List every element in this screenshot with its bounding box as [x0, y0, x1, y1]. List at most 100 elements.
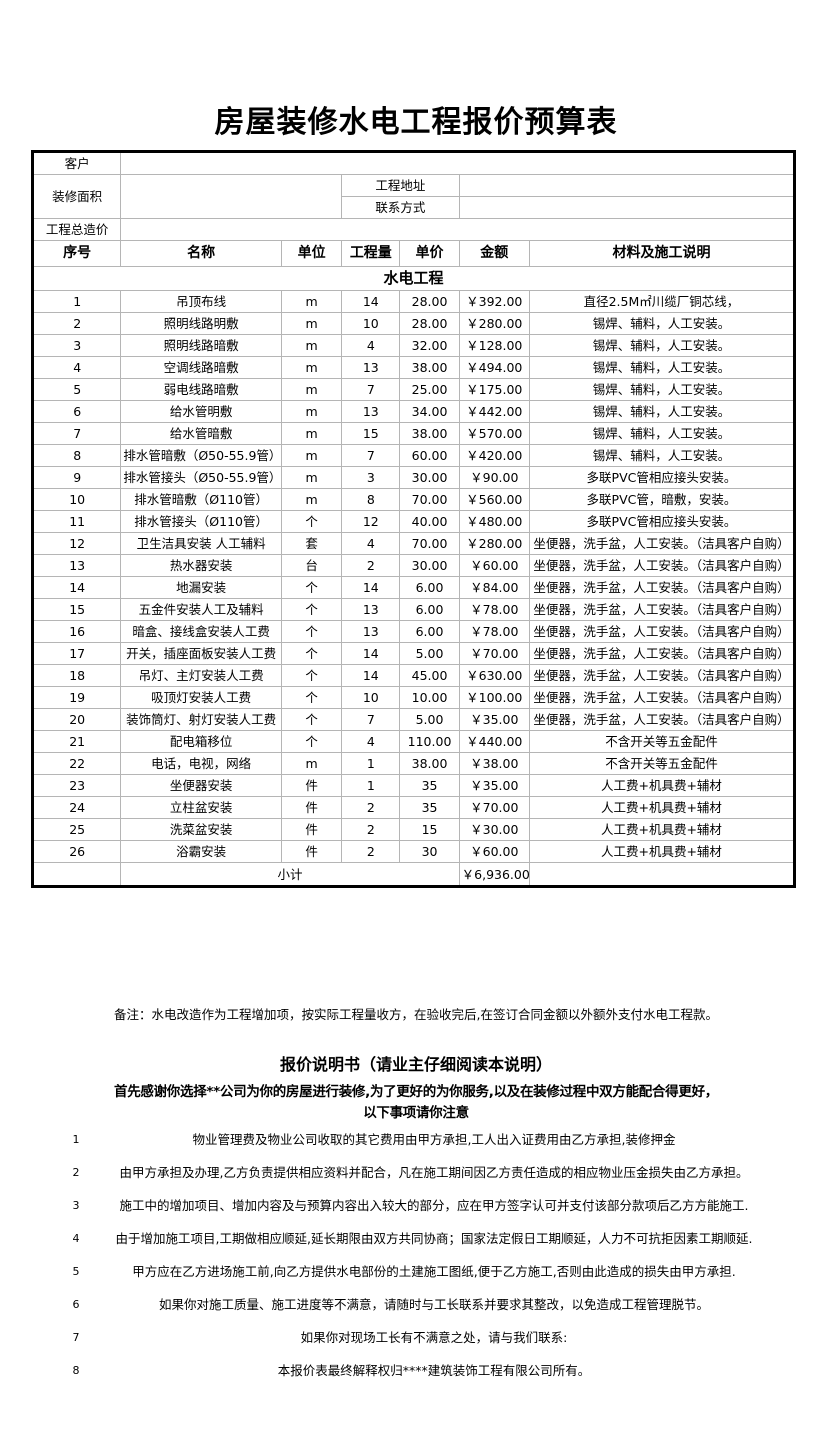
cell-qty: 13: [341, 400, 401, 423]
cell-price: 28.00: [399, 312, 460, 335]
cell-no: 15: [31, 598, 122, 621]
cell-amount: ￥494.00: [458, 356, 530, 379]
cell-unit: 台: [280, 554, 343, 577]
cell-name: 热水器安装: [120, 554, 282, 577]
cell-amount: ￥420.00: [458, 444, 530, 467]
statement-heading: 报价说明书（请业主仔细阅读本说明）: [279, 1055, 552, 1074]
cell-desc: 不含开关等五金配件: [528, 752, 796, 775]
column-header-price: 单价: [399, 240, 460, 267]
cell-amount: ￥480.00: [458, 510, 530, 533]
cell-desc: 坐便器，洗手盆，人工安装。（洁具客户自购）: [528, 620, 796, 643]
column-header-name: 名称: [120, 240, 282, 267]
cell-unit: 件: [280, 840, 343, 863]
table-row: 13 热水器安装台 2 30.00 ￥60.00 坐便器，洗手盆，人工安装。（洁具客户自购…: [31, 554, 796, 577]
cell-desc: 锡焊、辅料，人工安装。: [528, 444, 796, 467]
term-item: 7 如果你对现场工长有不满意之处，请与我们联系:: [0, 1326, 832, 1359]
customer-label: 客户: [31, 151, 122, 175]
cell-unit: m: [280, 466, 343, 489]
cell-price: 35: [399, 774, 460, 797]
cell-qty: 13: [341, 598, 401, 621]
cell-desc: 锡焊、辅料，人工安装。: [528, 422, 796, 445]
cell-name: 弱电线路暗敷: [120, 378, 282, 401]
customer-value[interactable]: [120, 151, 795, 175]
cell-desc: 人工费+机具费+辅材: [528, 818, 796, 841]
cell-amount: ￥60.00: [458, 554, 530, 577]
cell-qty: 10: [341, 686, 401, 709]
cell-amount: ￥280.00: [458, 312, 530, 335]
cell-no: 26: [31, 840, 122, 863]
area-value[interactable]: [120, 174, 343, 219]
cell-amount: ￥442.00: [458, 400, 530, 423]
term-text: 施工中的增加项目、增加内容及与预算内容出入较大的部分，应在甲方签字认可并支付该部…: [119, 1198, 749, 1213]
cell-amount: ￥560.00: [458, 488, 530, 511]
table-row: 18 吊灯、主灯安装人工费个 14 45.00 ￥630.00 坐便器，洗手盆，人工安装。…: [31, 664, 796, 687]
cell-name: 地漏安装: [120, 576, 282, 599]
term-index: 6: [72, 1298, 80, 1311]
cell-no: 16: [31, 620, 122, 643]
statement-intro-line1: 首先感谢你选择**公司为你的房屋进行装修,为了更好的为你服务,以及在装修过程中双…: [114, 1084, 718, 1100]
term-item: 8 本报价表最终解释权归****建筑装饰工程有限公司所有。: [0, 1359, 832, 1392]
cell-amount: ￥70.00: [458, 796, 530, 819]
address-label: 工程地址: [341, 174, 460, 197]
cell-qty: 14: [341, 576, 401, 599]
table-row: 15 五金件安装人工及辅料个 13 6.00 ￥78.00 坐便器，洗手盆，人工安装。（洁…: [31, 598, 796, 621]
term-index: 5: [72, 1265, 80, 1278]
cell-name: 排水管接头（Ø110管）: [120, 510, 282, 533]
quotation-table: 客户 装修面积 工程地址 联系方式 工程总造价 序号 名称 单位: [31, 150, 796, 888]
table-row: 20 装饰筒灯、射灯安装人工费个 7 5.00 ￥35.00 坐便器，洗手盆，人工安装。（…: [31, 708, 796, 731]
cell-qty: 8: [341, 488, 401, 511]
term-index: 3: [72, 1199, 80, 1212]
table-row: 2 照明线路明敷 m 10 28.00 ￥280.00 锡焊、辅料，人工安装。: [31, 312, 796, 335]
cell-unit: 个: [280, 708, 343, 731]
cell-price: 30.00: [399, 466, 460, 489]
cell-unit: 件: [280, 818, 343, 841]
cell-amount: ￥84.00: [458, 576, 530, 599]
subtotal-label: 小计: [120, 862, 460, 887]
cell-no: 10: [31, 488, 122, 511]
cell-amount: ￥70.00: [458, 642, 530, 665]
cell-qty: 1: [341, 752, 401, 775]
cell-unit: 个: [280, 510, 343, 533]
cell-desc: 多联PVC管相应接头安装。: [528, 466, 796, 489]
cell-amount: ￥90.00: [458, 466, 530, 489]
cell-unit: 个: [280, 730, 343, 753]
cell-amount: ￥175.00: [458, 378, 530, 401]
cell-qty: 10: [341, 312, 401, 335]
contact-value[interactable]: [458, 196, 796, 219]
cell-no: 18: [31, 664, 122, 687]
cell-unit: m: [280, 488, 343, 511]
page-title: 房屋装修水电工程报价预算表: [214, 105, 618, 140]
term-text: 如果你对现场工长有不满意之处，请与我们联系:: [300, 1330, 568, 1345]
table-row: 23 坐便器安装件 1 35 ￥35.00 人工费+机具费+辅材: [31, 774, 796, 797]
terms-list: 1 物业管理费及物业公司收取的其它费用由甲方承担,工人出入证费用由乙方承担,装修押…: [0, 1128, 832, 1392]
table-row: 17 开关，插座面板安装人工费个 14 5.00 ￥70.00 坐便器，洗手盆，人工安装。…: [31, 642, 796, 665]
cell-name: 排水管暗敷（Ø50-55.9管）: [120, 444, 282, 467]
cell-price: 32.00: [399, 334, 460, 357]
cell-unit: m: [280, 356, 343, 379]
table-row: 3 照明线路暗敷 m 4 32.00 ￥128.00 锡焊、辅料，人工安装。: [31, 334, 796, 357]
info-row-customer: 客户: [31, 151, 795, 175]
cell-name: 吊顶布线: [120, 290, 282, 313]
cell-unit: m: [280, 400, 343, 423]
address-value[interactable]: [458, 174, 796, 197]
cell-amount: ￥630.00: [458, 664, 530, 687]
cell-name: 坐便器安装: [120, 774, 282, 797]
info-row-area-address: 装修面积 工程地址: [31, 174, 796, 219]
cell-qty: 7: [341, 444, 401, 467]
cell-desc: 锡焊、辅料，人工安装。: [528, 312, 796, 335]
cell-qty: 4: [341, 532, 401, 555]
cell-qty: 12: [341, 510, 401, 533]
cell-no: 22: [31, 752, 122, 775]
table-row: 19 吸顶灯安装人工费个 10 10.00 ￥100.00 坐便器，洗手盆，人工安装。（洁…: [31, 686, 796, 709]
cell-amount: ￥440.00: [458, 730, 530, 753]
cell-name: 卫生洁具安装 人工辅料: [120, 532, 282, 555]
cell-desc: 坐便器，洗手盆，人工安装。（洁具客户自购）: [528, 708, 796, 731]
table-row: 25 洗菜盆安装件 2 15 ￥30.00 人工费+机具费+辅材: [31, 818, 796, 841]
section-title: 水电工程: [32, 266, 795, 291]
cell-amount: ￥60.00: [458, 840, 530, 863]
cell-price: 38.00: [399, 422, 460, 445]
cell-qty: 2: [341, 554, 401, 577]
column-header-desc: 材料及施工说明: [528, 240, 796, 267]
total-cost-value[interactable]: [120, 218, 795, 241]
